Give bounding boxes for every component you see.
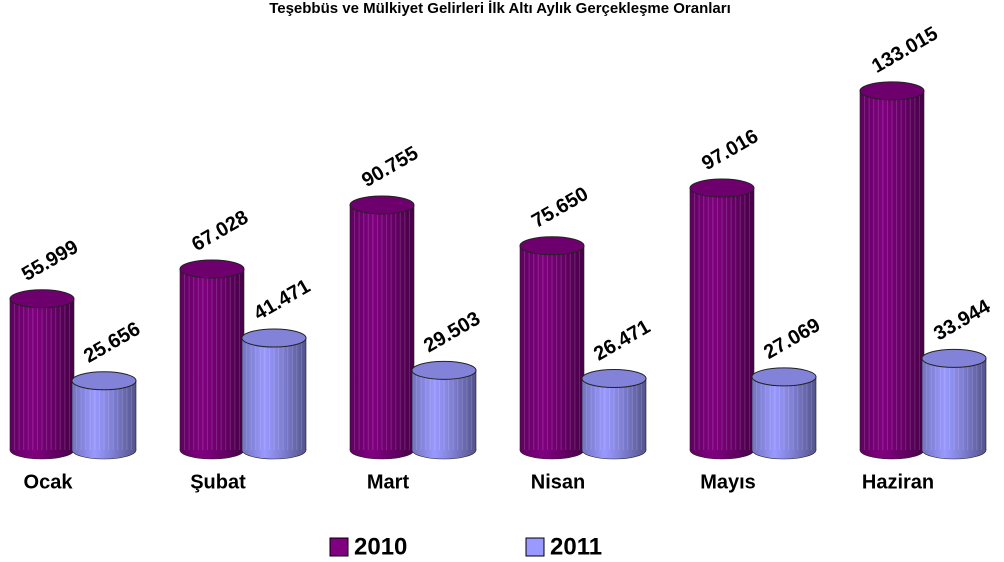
legend-label: 2010 bbox=[354, 533, 407, 560]
data-label: 90.755 bbox=[358, 142, 422, 192]
bar bbox=[9, 289, 75, 460]
bar bbox=[751, 367, 817, 460]
bar-body bbox=[752, 376, 816, 450]
data-label: 41.471 bbox=[250, 275, 314, 325]
bar-body bbox=[180, 269, 244, 450]
data-label: 27.069 bbox=[760, 314, 824, 364]
data-label: 97.016 bbox=[698, 125, 762, 175]
bar-body bbox=[350, 204, 414, 450]
legend-label: 2011 bbox=[550, 533, 602, 560]
data-label: 55.999 bbox=[18, 236, 82, 286]
bar-top bbox=[179, 259, 245, 279]
legend-swatch bbox=[329, 537, 349, 557]
bar-body bbox=[72, 380, 136, 450]
data-label: 25.656 bbox=[80, 318, 144, 368]
bar-top bbox=[689, 178, 755, 198]
data-label: 29.503 bbox=[420, 308, 484, 358]
bar bbox=[519, 236, 585, 460]
bar-body bbox=[412, 370, 476, 450]
x-tick-label: Haziran bbox=[862, 471, 934, 493]
chart-title: Teşebbüs ve Mülkiyet Gelirleri İlk Altı … bbox=[269, 0, 731, 17]
bar-top bbox=[71, 371, 137, 391]
bar bbox=[581, 369, 647, 460]
bar bbox=[179, 259, 245, 460]
bar bbox=[921, 348, 987, 460]
bar-body bbox=[10, 298, 74, 450]
bar bbox=[859, 81, 925, 460]
bar-body bbox=[922, 358, 986, 450]
bar-body bbox=[242, 338, 306, 450]
x-tick-label: Nisan bbox=[531, 471, 585, 493]
bar-top bbox=[581, 369, 647, 389]
bar-top bbox=[241, 328, 307, 348]
bar-body bbox=[582, 378, 646, 450]
bar-top bbox=[349, 195, 415, 215]
data-label: 67.028 bbox=[188, 206, 252, 256]
data-label: 75.650 bbox=[528, 183, 592, 233]
bar-body bbox=[690, 188, 754, 450]
bar bbox=[71, 371, 137, 460]
bar-body bbox=[860, 90, 924, 450]
legend-swatch bbox=[525, 537, 545, 557]
bar bbox=[241, 328, 307, 460]
bar-top bbox=[921, 348, 987, 368]
bar-top bbox=[751, 367, 817, 387]
bar bbox=[689, 178, 755, 460]
data-label: 26.471 bbox=[590, 316, 654, 366]
bar-top bbox=[519, 236, 585, 256]
bar-body bbox=[520, 245, 584, 450]
bar bbox=[349, 195, 415, 460]
x-tick-label: Ocak bbox=[24, 471, 74, 493]
bar-top bbox=[411, 360, 477, 380]
x-tick-label: Mart bbox=[367, 471, 410, 493]
bar bbox=[411, 360, 477, 460]
data-label: 33.944 bbox=[930, 295, 995, 345]
x-tick-label: Mayıs bbox=[700, 471, 756, 493]
data-label: 133.015 bbox=[868, 23, 942, 78]
bar-top bbox=[859, 81, 925, 101]
x-tick-label: Şubat bbox=[190, 471, 246, 493]
bar-top bbox=[9, 289, 75, 309]
